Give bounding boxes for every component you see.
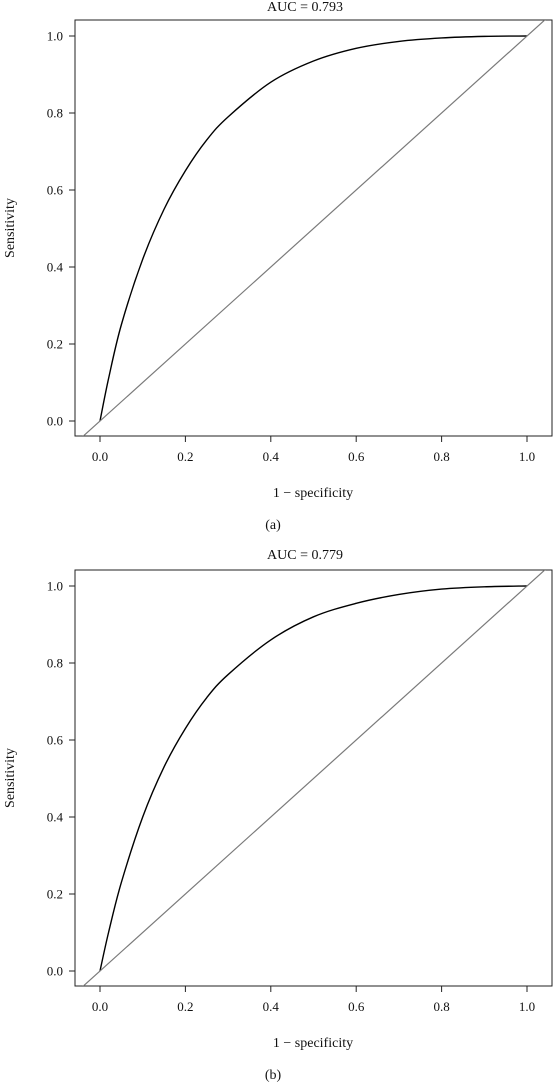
x-tick-label: 0.2 (177, 999, 193, 1014)
y-tick-label: 0.2 (47, 337, 63, 352)
x-tick-label: 0.0 (92, 449, 108, 464)
series-layer (82, 570, 546, 986)
x-tick-label: 1.0 (519, 999, 535, 1014)
y-tick-label: 0.0 (47, 964, 63, 979)
x-axis-title: 1 − specificity (273, 1036, 353, 1051)
reference-diagonal-line (82, 20, 546, 436)
y-tick-label: 0.8 (47, 656, 63, 671)
y-tick-label: 1.0 (47, 579, 63, 594)
x-tick-label: 0.6 (348, 449, 365, 464)
x-tick-label: 0.0 (92, 999, 108, 1014)
y-tick-label: 0.6 (47, 733, 64, 748)
panel-a: AUC = 0.793 0.0 0.2 0.4 0.6 0.8 1.0 0.0 0.2 0.4… (3, 0, 553, 533)
y-tick-label: 0.4 (47, 810, 64, 825)
chart-title: AUC = 0.779 (267, 548, 343, 563)
y-axis: 0.0 0.2 0.4 0.6 0.8 1.0 (47, 29, 75, 429)
x-tick-label: 0.2 (177, 449, 193, 464)
panel-caption: (a) (265, 518, 281, 533)
series-layer (82, 20, 546, 436)
plot-frame (74, 19, 553, 437)
y-axis-title: Sensitivity (3, 198, 18, 258)
x-tick-label: 0.6 (348, 999, 365, 1014)
y-tick-label: 0.8 (47, 106, 63, 121)
panel-caption: (b) (265, 1068, 282, 1082)
y-axis-title: Sensitivity (3, 748, 18, 808)
x-tick-label: 0.4 (263, 999, 280, 1014)
x-tick-label: 1.0 (519, 449, 535, 464)
reference-diagonal-line (82, 570, 546, 986)
x-tick-label: 0.4 (263, 449, 280, 464)
roc-curve (99, 35, 528, 422)
y-tick-label: 0.4 (47, 260, 64, 275)
x-tick-label: 0.8 (433, 999, 449, 1014)
x-axis: 0.0 0.2 0.4 0.6 0.8 1.0 (92, 436, 535, 464)
roc-curve (99, 585, 528, 972)
y-axis: 0.0 0.2 0.4 0.6 0.8 1.0 (47, 579, 75, 979)
y-tick-label: 0.2 (47, 887, 63, 902)
y-tick-label: 0.0 (47, 414, 63, 429)
y-tick-label: 1.0 (47, 29, 63, 44)
plot-frame (74, 569, 553, 987)
chart-title: AUC = 0.793 (267, 0, 343, 15)
x-axis: 0.0 0.2 0.4 0.6 0.8 1.0 (92, 986, 535, 1014)
x-axis-title: 1 − specificity (273, 486, 353, 501)
y-tick-label: 0.6 (47, 183, 64, 198)
panel-b: AUC = 0.779 0.0 0.2 0.4 0.6 0.8 1.0 0.0 0.2 0.4… (3, 548, 553, 1082)
x-tick-label: 0.8 (433, 449, 449, 464)
